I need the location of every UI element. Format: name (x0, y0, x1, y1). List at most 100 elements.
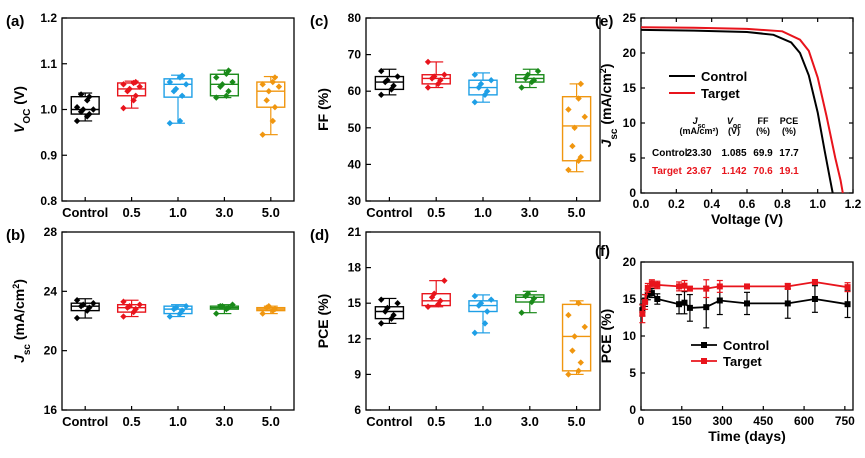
data-point (518, 84, 525, 91)
data-point (390, 82, 397, 89)
data-point (471, 98, 479, 106)
data-point (522, 292, 529, 300)
x-category-label: 0.5 (427, 414, 445, 429)
y-tick-label: 10 (623, 329, 637, 343)
y-tick-label: 9 (354, 367, 361, 381)
data-point (388, 86, 395, 93)
x-tick-label: 150 (672, 414, 692, 428)
data-marker (686, 285, 693, 292)
data-point (518, 309, 525, 316)
data-point (565, 371, 572, 378)
table-header: Jsc (693, 116, 706, 130)
data-point (471, 292, 479, 300)
data-point (378, 91, 385, 99)
data-point (229, 78, 236, 86)
data-point (84, 307, 91, 314)
data-marker (642, 298, 649, 305)
x-category-label: 0.5 (123, 414, 141, 429)
data-marker (716, 283, 723, 290)
panel-label: (c) (310, 13, 328, 30)
table-cell: 1.085 (721, 148, 746, 159)
data-point (569, 142, 576, 150)
data-point (569, 347, 576, 354)
x-category-label: 0.5 (123, 205, 141, 220)
data-marker (844, 301, 851, 308)
x-category-label: 5.0 (262, 414, 280, 429)
y-tick-label: 12 (348, 332, 362, 346)
data-point (581, 113, 588, 121)
data-point (90, 106, 97, 113)
data-point (73, 314, 81, 322)
data-point (120, 104, 127, 112)
x-category-label: 3.0 (521, 205, 539, 220)
y-tick-label: 28 (44, 225, 58, 239)
series-line-control (640, 28, 834, 194)
data-marker (703, 285, 710, 292)
data-point (471, 71, 479, 78)
data-point (86, 304, 93, 311)
panel-label: (f) (595, 243, 610, 260)
data-point (229, 301, 236, 308)
data-point (481, 320, 489, 327)
data-point (132, 92, 139, 99)
y-tick-label: 30 (348, 194, 362, 208)
data-point (86, 110, 93, 118)
data-point (178, 72, 186, 79)
table-row-label: Target (652, 166, 682, 177)
table-header: PCE (780, 116, 799, 126)
data-point (571, 124, 578, 131)
x-category-label: 5.0 (568, 205, 586, 220)
data-point (132, 78, 139, 86)
data-point (178, 307, 186, 314)
data-marker (676, 301, 683, 308)
table-header: FF (758, 116, 769, 126)
y-tick-label: 25 (623, 11, 637, 25)
legend-label: Target (723, 354, 762, 369)
data-point (437, 77, 444, 84)
panel-label: (b) (6, 227, 25, 244)
data-point (424, 303, 432, 310)
data-marker (644, 284, 651, 291)
data-point (136, 301, 143, 308)
data-point (471, 329, 479, 337)
x-tick-label: 300 (713, 414, 733, 428)
data-point (271, 305, 279, 313)
data-point (378, 67, 385, 75)
data-point (77, 91, 85, 98)
data-point (126, 302, 133, 310)
y-tick-label: 0 (629, 403, 636, 417)
data-point (90, 300, 97, 307)
data-point (437, 297, 444, 305)
data-point (176, 74, 184, 81)
series-line-target (640, 26, 844, 194)
data-point (394, 300, 401, 307)
data-point (530, 77, 538, 84)
y-tick-label: 0 (629, 186, 636, 200)
table-cell: 23.30 (686, 148, 711, 159)
data-point (132, 305, 139, 313)
data-marker (811, 296, 818, 302)
panel-label: (a) (6, 13, 24, 30)
data-point (225, 88, 232, 95)
data-point (223, 92, 230, 99)
y-tick-label: 20 (623, 46, 637, 60)
data-point (565, 311, 572, 319)
table-header-unit: (V) (728, 126, 740, 136)
panel-label: (d) (310, 227, 329, 244)
data-point (271, 104, 279, 111)
x-tick-label: 0.4 (703, 197, 720, 211)
data-marker (676, 283, 683, 290)
data-marker (716, 297, 723, 304)
y-tick-label: 60 (348, 84, 362, 98)
data-point (130, 97, 137, 104)
data-point (524, 71, 531, 78)
data-marker (686, 304, 693, 311)
data-point (73, 117, 81, 125)
plot-frame-b (61, 231, 295, 411)
data-point (259, 310, 266, 317)
data-marker (681, 299, 688, 306)
x-tick-label: 0.0 (633, 197, 650, 211)
data-point (126, 85, 133, 93)
y-tick-label: 1.0 (40, 103, 57, 117)
